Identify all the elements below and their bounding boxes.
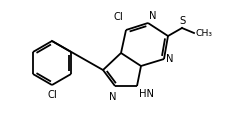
Text: N: N [109, 92, 117, 102]
Text: Cl: Cl [113, 12, 123, 22]
Text: Cl: Cl [47, 90, 57, 100]
Text: HN: HN [139, 89, 154, 99]
Text: CH₃: CH₃ [195, 29, 212, 37]
Text: N: N [166, 54, 174, 64]
Text: N: N [149, 11, 156, 21]
Text: S: S [179, 17, 185, 27]
